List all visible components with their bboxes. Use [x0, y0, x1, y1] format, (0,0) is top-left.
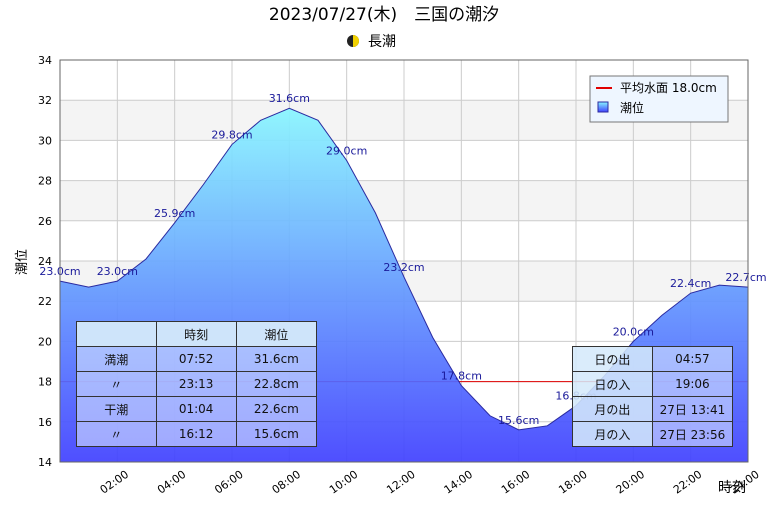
- table-cell: 干潮: [76, 396, 157, 422]
- x-tick-label: 12:00: [384, 468, 417, 497]
- table-cell: 〃: [76, 421, 157, 447]
- y-tick-label: 30: [38, 134, 52, 147]
- x-axis-label: 時刻: [718, 480, 746, 496]
- moon-icon-lit: [353, 35, 359, 47]
- legend-tide-swatch: [597, 101, 609, 113]
- x-tick-label: 14:00: [442, 468, 475, 497]
- x-tick-label: 18:00: [556, 468, 589, 497]
- table-cell: 01:04: [155, 396, 237, 422]
- x-tick-label: 20:00: [614, 468, 647, 497]
- y-axis-label: 潮位: [15, 249, 30, 275]
- value-label: 22.4cm: [670, 277, 711, 290]
- table-header: 潮位: [235, 321, 318, 347]
- table-row: 月の出 27日 13:41: [572, 396, 734, 422]
- x-tick-label: 04:00: [155, 468, 188, 497]
- y-tick-label: 18: [38, 376, 52, 389]
- x-tick-label: 10:00: [327, 468, 360, 497]
- table-cell: 満潮: [76, 346, 157, 372]
- table-cell: 月の入: [572, 421, 653, 447]
- legend: [589, 75, 729, 123]
- x-tick-label: 08:00: [270, 468, 303, 497]
- table-row: 満潮 07:52 31.6cm: [76, 346, 318, 372]
- table-row: 日の出 04:57: [572, 346, 734, 372]
- table-cell: 22.6cm: [235, 396, 318, 422]
- table-corner: [76, 321, 157, 347]
- value-label: 25.9cm: [154, 207, 195, 220]
- x-tick-label: 16:00: [499, 468, 532, 497]
- y-tick-label: 24: [38, 255, 52, 268]
- table-cell: 19:06: [651, 371, 734, 397]
- y-tick-label: 26: [38, 215, 52, 228]
- value-label: 20.0cm: [613, 325, 654, 338]
- table-row: 〃 16:12 15.6cm: [76, 421, 318, 447]
- y-tick-label: 32: [38, 94, 52, 107]
- legend-mean-label: 平均水面 18.0cm: [620, 81, 717, 95]
- table-cell: 月の出: [572, 396, 653, 422]
- table-cell: 27日 13:41: [651, 396, 734, 422]
- table-cell: 15.6cm: [235, 421, 318, 447]
- table-header: 時刻: [155, 321, 237, 347]
- y-tick-label: 22: [38, 295, 52, 308]
- y-tick-label: 16: [38, 416, 52, 429]
- tide-name: 長潮: [368, 34, 396, 50]
- table-cell: 22.8cm: [235, 371, 318, 397]
- table-row: 日の入 19:06: [572, 371, 734, 397]
- plot-frame: [59, 59, 749, 463]
- chart-title: 2023/07/27(木) 三国の潮汐: [269, 5, 499, 25]
- value-label: 23.2cm: [383, 261, 424, 274]
- y-tick-label: 20: [38, 335, 52, 348]
- table-cell: 〃: [76, 371, 157, 397]
- table-cell: 31.6cm: [235, 346, 318, 372]
- table-cell: 23:13: [155, 371, 237, 397]
- x-tick-label: 06:00: [212, 468, 245, 497]
- tide-table: 時刻 潮位 満潮 07:52 31.6cm 〃 23:13 22.8cm 干潮 01:04 22.…: [76, 321, 318, 447]
- table-row: 月の入 27日 23:56: [572, 421, 734, 447]
- x-tick-label: 02:00: [98, 468, 131, 497]
- legend-tide-label: 潮位: [620, 100, 644, 115]
- value-label: 22.7cm: [725, 271, 766, 284]
- table-row: 干潮 01:04 22.6cm: [76, 396, 318, 422]
- y-tick-label: 34: [38, 54, 52, 67]
- table-cell: 04:57: [651, 346, 734, 372]
- value-label: 29.0cm: [326, 145, 367, 158]
- table-cell: 日の入: [572, 371, 653, 397]
- value-label: 29.8cm: [211, 128, 252, 141]
- table-cell: 07:52: [155, 346, 237, 372]
- table-cell: 日の出: [572, 346, 653, 372]
- sun-moon-table: 日の出 04:57 日の入 19:06 月の出 27日 13:41 月の入 27日 23:56: [572, 346, 734, 447]
- table-row: 〃 23:13 22.8cm: [76, 371, 318, 397]
- y-tick-label: 28: [38, 175, 52, 188]
- tide-line: [59, 107, 749, 431]
- value-label: 15.6cm: [498, 414, 539, 427]
- y-tick-label: 14: [38, 456, 52, 469]
- value-label: 17.8cm: [441, 370, 482, 383]
- value-label: 31.6cm: [269, 92, 310, 105]
- value-label: 23.0cm: [97, 265, 138, 278]
- x-tick-label: 22:00: [671, 468, 704, 497]
- table-cell: 27日 23:56: [651, 421, 734, 447]
- table-cell: 16:12: [155, 421, 237, 447]
